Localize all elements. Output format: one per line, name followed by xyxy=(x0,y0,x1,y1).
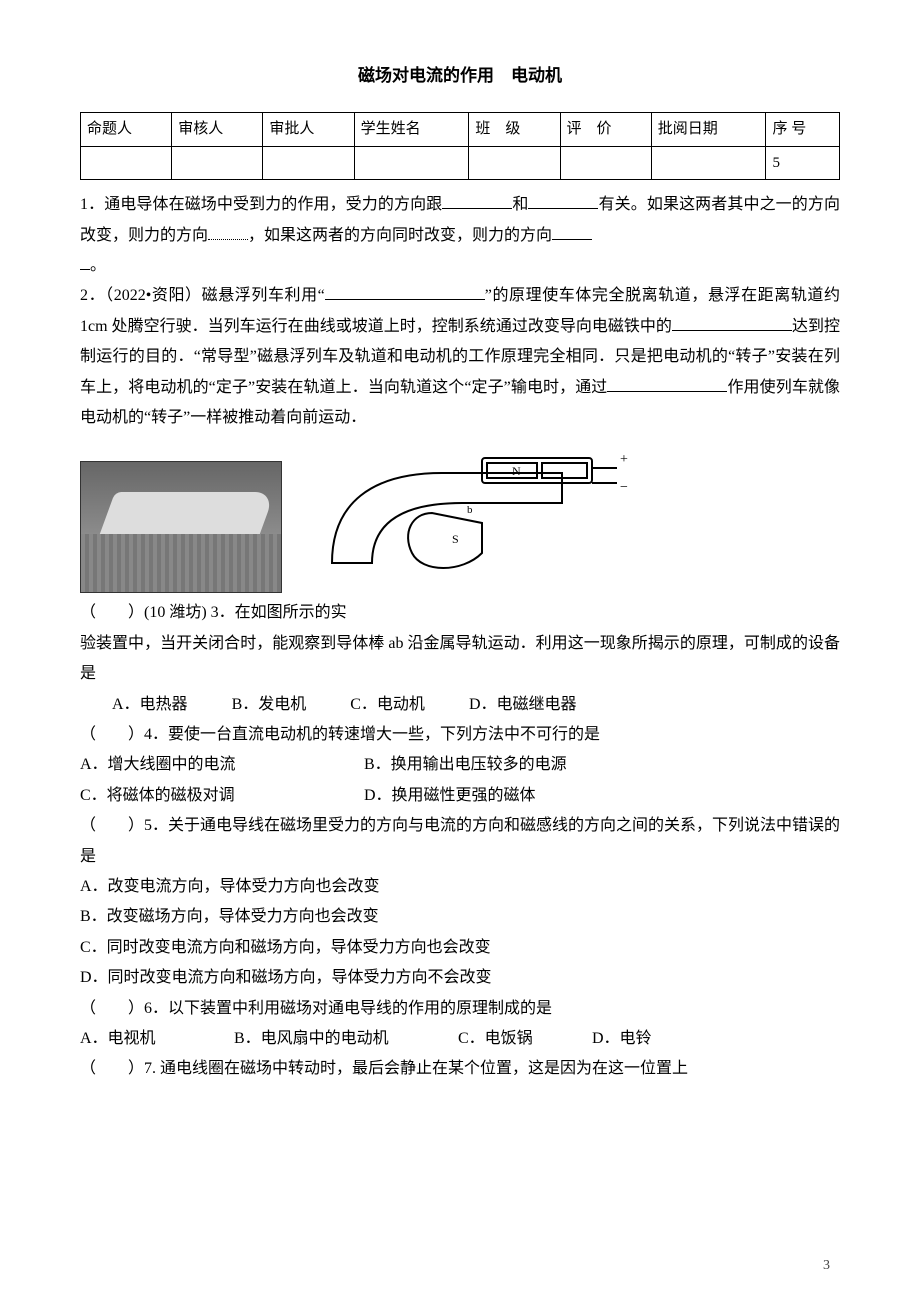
q1-mid1: 和 xyxy=(512,196,528,213)
td-2 xyxy=(263,146,354,180)
th-7: 序 号 xyxy=(766,113,840,147)
q2-pre: 2．（2022•资阳）磁悬浮列车利用“ xyxy=(80,287,325,304)
q4-row2: C．将磁体的磁极对调 D．换用磁性更强的磁体 xyxy=(80,781,840,811)
svg-text:−: − xyxy=(620,480,628,495)
td-0 xyxy=(81,146,172,180)
blank xyxy=(607,375,727,392)
q1-mid3: ，如果这两者的方向同时改变，则力的方向 xyxy=(248,227,552,244)
q3-B: B．发电机 xyxy=(232,690,307,720)
svg-text:N: N xyxy=(512,464,521,478)
svg-text:b: b xyxy=(467,504,473,516)
td-4 xyxy=(469,146,560,180)
q1: 1．通电导体在磁场中受到力的作用，受力的方向跟和有关。如果这两者其中之一的方向改… xyxy=(80,190,840,281)
td-7: 5 xyxy=(766,146,840,180)
q4-A: A．增大线圈中的电流 xyxy=(80,750,360,780)
blank xyxy=(672,314,792,331)
q4-D: D．换用磁性更强的磁体 xyxy=(364,787,536,804)
th-3: 学生姓名 xyxy=(354,113,469,147)
blank xyxy=(552,223,592,240)
maglev-photo xyxy=(80,461,282,593)
figure-row: N S + − b xyxy=(80,443,840,593)
q3: （ ）(10 潍坊) 3．在如图所示的实 验装置中，当开关闭合时，能观察到导体棒… xyxy=(80,598,840,689)
th-4: 班 级 xyxy=(469,113,560,147)
q5-B: B．改变磁场方向，导体受力方向也会改变 xyxy=(80,902,840,932)
q5-A: A．改变电流方向，导体受力方向也会改变 xyxy=(80,872,840,902)
td-6 xyxy=(651,146,766,180)
q6-D: D．电铃 xyxy=(592,1030,652,1047)
q5-C: C．同时改变电流方向和磁场方向，导体受力方向也会改变 xyxy=(80,933,840,963)
q6-A: A．电视机 xyxy=(80,1024,230,1054)
q3-line2: 验装置中，当开关闭合时，能观察到导体棒 ab 沿金属导轨运动．利用这一现象所揭示… xyxy=(80,635,840,682)
doc-title: 磁场对电流的作用 电动机 xyxy=(80,60,840,92)
q3-C: C．电动机 xyxy=(350,690,425,720)
q5-stem: （ ）5．关于通电导线在磁场里受力的方向与电流的方向和磁感线的方向之间的关系，下… xyxy=(80,811,840,872)
blank xyxy=(80,253,90,270)
td-1 xyxy=(172,146,263,180)
q6-C: C．电饭锅 xyxy=(458,1024,588,1054)
q4-row1: A．增大线圈中的电流 B．换用输出电压较多的电源 xyxy=(80,750,840,780)
q6-B: B．电风扇中的电动机 xyxy=(234,1024,454,1054)
td-3 xyxy=(354,146,469,180)
q4-B: B．换用输出电压较多的电源 xyxy=(364,756,567,773)
blank xyxy=(442,192,512,209)
td-5 xyxy=(560,146,651,180)
header-table: 命题人 审核人 审批人 学生姓名 班 级 评 价 批阅日期 序 号 5 xyxy=(80,112,840,180)
blank xyxy=(528,192,598,209)
blank xyxy=(208,223,248,240)
q6-opts: A．电视机 B．电风扇中的电动机 C．电饭锅 D．电铃 xyxy=(80,1024,840,1054)
q5-D: D．同时改变电流方向和磁场方向，导体受力方向不会改变 xyxy=(80,963,840,993)
svg-text:S: S xyxy=(452,532,459,546)
q3-options: A．电热器 B．发电机 C．电动机 D．电磁继电器 xyxy=(80,690,840,720)
th-2: 审批人 xyxy=(263,113,354,147)
q1-pre: 1．通电导体在磁场中受到力的作用，受力的方向跟 xyxy=(80,196,442,213)
q3-line1: （ ）(10 潍坊) 3．在如图所示的实 xyxy=(80,604,347,621)
q1-end: 。 xyxy=(90,257,106,274)
svg-text:+: + xyxy=(620,452,628,467)
q6-stem: （ ）6．以下装置中利用磁场对通电导线的作用的原理制成的是 xyxy=(80,994,840,1024)
q7-stem: （ ）7. 通电线圈在磁场中转动时，最后会静止在某个位置，这是因为在这一位置上 xyxy=(80,1054,840,1084)
q3-A: A．电热器 xyxy=(112,690,188,720)
th-6: 批阅日期 xyxy=(651,113,766,147)
th-1: 审核人 xyxy=(172,113,263,147)
page-number: 3 xyxy=(823,1253,830,1280)
th-0: 命题人 xyxy=(81,113,172,147)
q4-C: C．将磁体的磁极对调 xyxy=(80,781,360,811)
blank xyxy=(325,283,485,300)
q4-stem: （ ）4．要使一台直流电动机的转速增大一些，下列方法中不可行的是 xyxy=(80,720,840,750)
q3-D: D．电磁继电器 xyxy=(469,690,577,720)
q2: 2．（2022•资阳）磁悬浮列车利用“”的原理使车体完全脱离轨道，悬浮在距离轨道… xyxy=(80,281,840,433)
th-5: 评 价 xyxy=(560,113,651,147)
motor-diagram: N S + − b xyxy=(312,443,632,593)
